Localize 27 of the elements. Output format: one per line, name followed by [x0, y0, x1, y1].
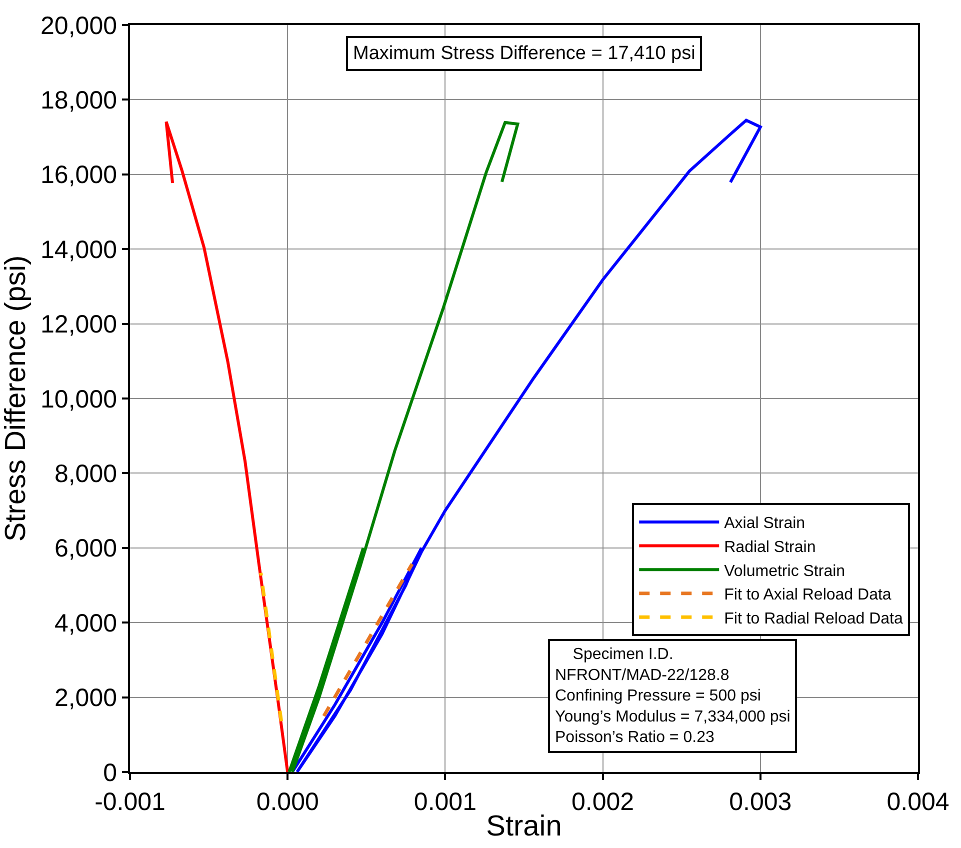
y-tick-label: 2,000: [54, 684, 117, 712]
line-series: [288, 120, 520, 772]
x-tick-label: 0.001: [414, 788, 476, 816]
legend-label: Axial Strain: [724, 515, 806, 532]
annotation: Specimen I.D. NFRONT/MAD-22/128.8 Confining Pressure = 500 psi Young’s Modulus = 7,334,000 psi Poisson’s Ratio = 0.23: [555, 646, 790, 746]
y-tick-label: 0: [103, 758, 117, 787]
x-tick-label: -0.001: [94, 788, 166, 816]
legend-label: Radial Strain: [724, 539, 816, 556]
y-axis-title: Stress Difference (psi): [0, 255, 32, 542]
y-tick-label: 4,000: [54, 609, 117, 638]
legend-label: Fit to Radial Reload Data: [724, 610, 903, 628]
y-tick-label: 8,000: [54, 460, 117, 488]
x-tick-label: 0.000: [256, 788, 319, 816]
legend-label: Fit to Axial Reload Data: [724, 586, 892, 604]
y-tick-label: 12,000: [40, 310, 117, 339]
y-tick-label: 10,000: [40, 385, 117, 414]
x-axis-title: Strain: [486, 810, 562, 842]
y-tick-label: 20,000: [40, 12, 117, 40]
y-tick-label: 14,000: [40, 236, 117, 264]
legend-label: Volumetric Strain: [724, 562, 846, 580]
annotation: Maximum Stress Difference = 17,410 psi: [353, 43, 696, 64]
x-tick-label: 0.004: [886, 788, 950, 816]
y-tick-label: 18,000: [40, 86, 117, 114]
y-tick-label: 6,000: [54, 534, 117, 563]
y-tick-label: 16,000: [40, 161, 117, 190]
x-tick-label: 0.002: [572, 788, 634, 816]
x-tick-label: 0.003: [729, 788, 792, 816]
